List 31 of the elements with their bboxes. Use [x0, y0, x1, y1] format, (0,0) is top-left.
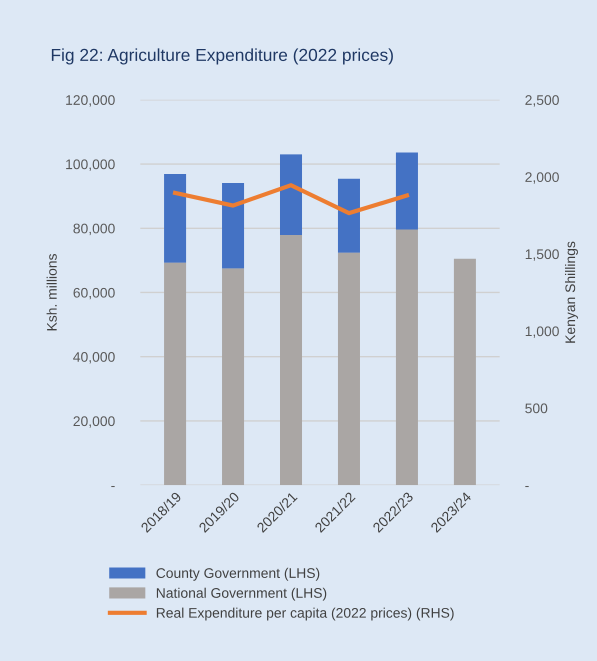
bar [222, 182, 244, 268]
y-tick-label: 120,000 [66, 95, 115, 107]
y-tick-label: 80,000 [73, 224, 115, 236]
bar [454, 258, 476, 486]
legend-label: National Government (LHS) [156, 588, 326, 601]
y2-tick-label: 2,500 [525, 95, 559, 107]
y2-tick-label: - [525, 486, 529, 488]
y-tick-label: 20,000 [74, 416, 115, 428]
bar [222, 268, 244, 486]
line-series [172, 183, 410, 216]
bar [338, 178, 360, 253]
legend-label: Real Expenditure per capita (2022 prices) (RHS) [156, 608, 454, 621]
bar [164, 174, 186, 263]
bar [280, 235, 302, 486]
y2-tick-label: 1,000 [526, 326, 559, 338]
legend-label: County Government (LHS) [156, 568, 320, 581]
y2-axis-title: Kenyan Shillings [564, 242, 578, 343]
bar [396, 152, 418, 230]
y-tick-label: 40,000 [73, 352, 115, 364]
bar [164, 262, 186, 486]
y-axis-title: Ksh. millions [46, 254, 57, 330]
bar [338, 252, 360, 486]
y-tick-label: 100,000 [66, 159, 115, 171]
y2-tick-label: 2,000 [525, 172, 559, 184]
bar [396, 230, 418, 486]
y2-tick-label: 500 [525, 403, 548, 414]
chart-title: Fig 22: Agriculture Expenditure (2022 prices) [52, 48, 393, 65]
y-tick-label: 60,000 [74, 288, 115, 300]
y2-tick-label: 1,500 [526, 249, 559, 261]
bar [280, 154, 302, 236]
y-tick-label: - [111, 486, 115, 488]
